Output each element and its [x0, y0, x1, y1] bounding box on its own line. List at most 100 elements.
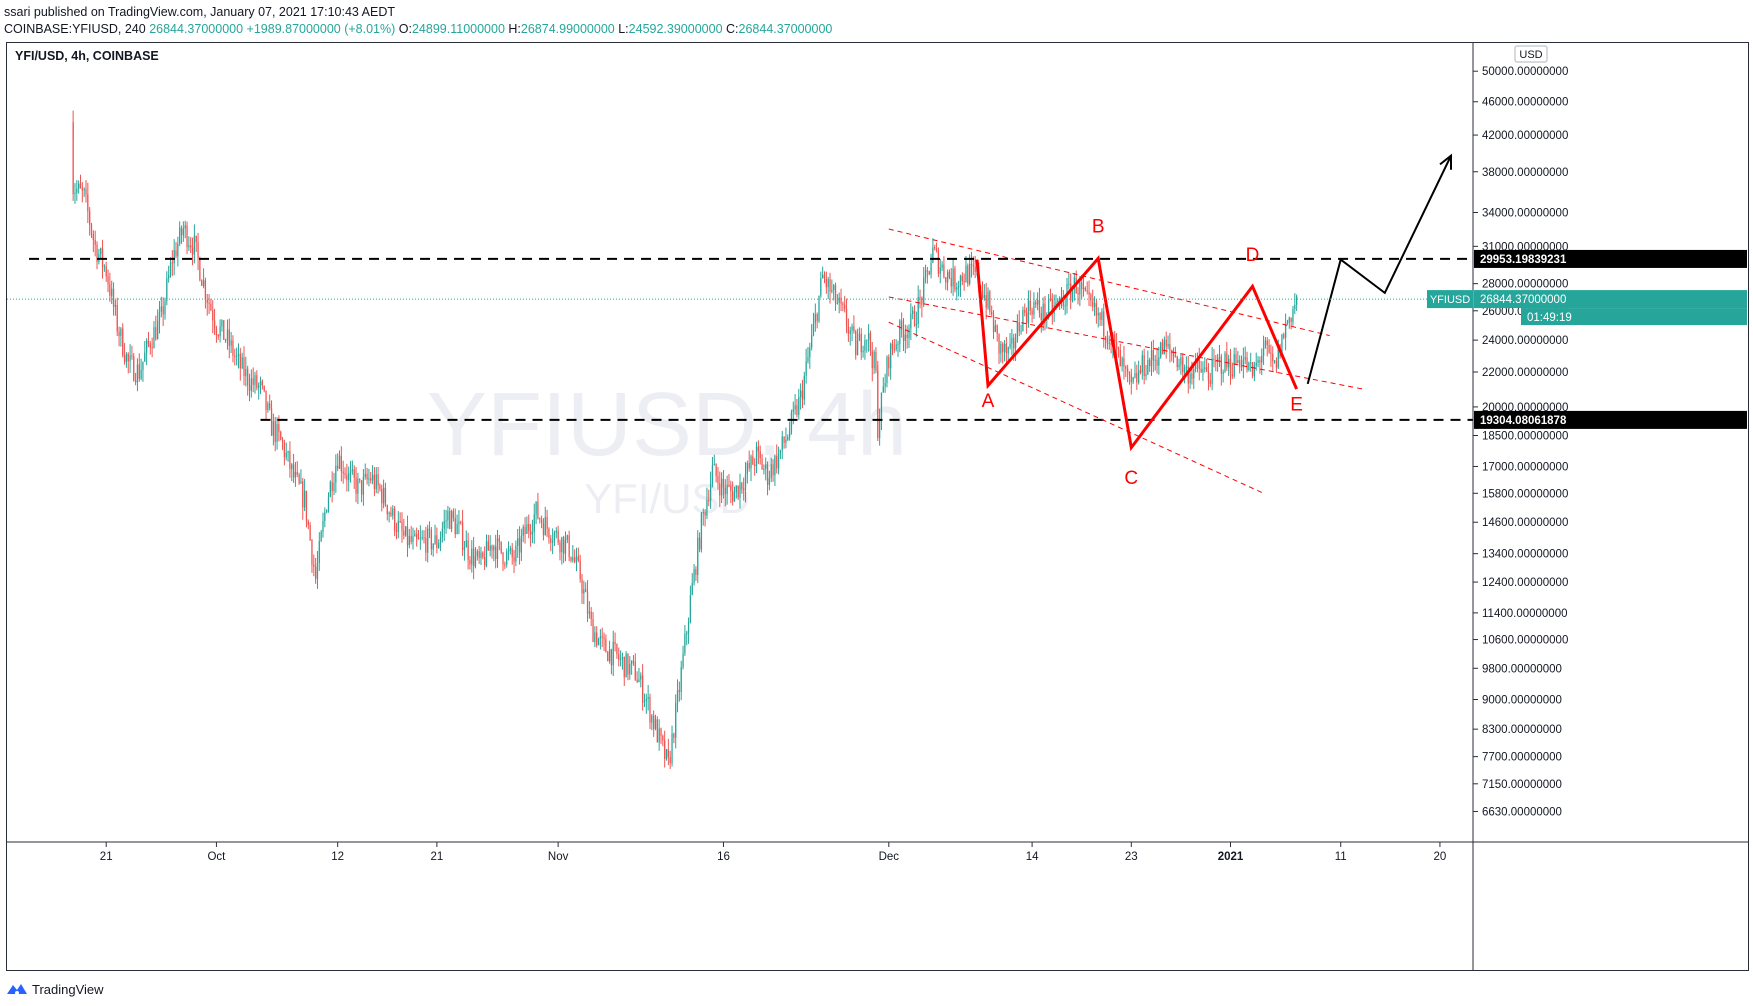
- candle-body: [935, 248, 938, 251]
- price-chart[interactable]: YFIUSD, 4h YFI/USD YFI/USD, 4h, COINBASE…: [7, 43, 1748, 970]
- candle-body: [814, 314, 816, 324]
- candle-body: [1292, 309, 1294, 322]
- candle-body: [1059, 298, 1061, 301]
- ohlc-legend: COINBASE:YFIUSD, 240 26844.37000000 +198…: [4, 22, 832, 36]
- candle-body: [706, 500, 708, 516]
- tradingview-logo[interactable]: TradingView: [6, 978, 104, 1000]
- candle-body: [952, 268, 954, 287]
- candle-body: [460, 521, 462, 523]
- candle-body: [270, 408, 273, 436]
- candle-body: [691, 583, 693, 596]
- candle-body: [575, 556, 578, 562]
- price-axis[interactable]: 50000.00000000 46000.00000000 42000.000000…: [1472, 43, 1568, 970]
- candle-body: [1189, 373, 1191, 384]
- candle-body: [364, 473, 366, 478]
- candle-body: [388, 512, 390, 515]
- candle-body: [461, 522, 464, 550]
- candle-body: [689, 595, 692, 623]
- projection-arrow[interactable]: [1306, 153, 1452, 385]
- candle-body: [76, 188, 78, 193]
- high-value: 26874.99000000: [520, 22, 615, 36]
- candle-body: [790, 412, 793, 432]
- candle-body: [594, 632, 596, 643]
- candle-body: [1119, 349, 1121, 367]
- candle-body: [515, 545, 517, 562]
- channel-line: [888, 228, 1330, 337]
- candle-body: [254, 375, 256, 385]
- candle-body: [621, 656, 624, 659]
- candle-body: [1082, 287, 1085, 290]
- last-price-label: 26844.37000000: [1480, 294, 1566, 306]
- candle-body: [607, 652, 609, 661]
- time-tick-label: 16: [717, 851, 730, 863]
- horizontal-levels[interactable]: [29, 257, 1473, 421]
- candle-body: [803, 375, 805, 400]
- candle-body: [427, 528, 429, 553]
- candle-body: [125, 353, 128, 362]
- candle-body: [406, 526, 409, 546]
- candle-body: [616, 644, 618, 655]
- candle-body: [326, 510, 328, 513]
- channel-lines[interactable]: [888, 228, 1363, 494]
- candle-body: [487, 541, 489, 551]
- candle-body: [359, 478, 361, 481]
- candle-body: [1044, 303, 1046, 320]
- candle-body: [171, 262, 173, 264]
- candle-body: [757, 446, 760, 452]
- candle-body: [785, 439, 787, 443]
- candle-body: [485, 541, 488, 566]
- symbol-tag-box: [1427, 290, 1473, 309]
- candle-body: [851, 326, 853, 331]
- pattern-point-a: A: [982, 391, 995, 412]
- pattern-point-b: B: [1092, 216, 1105, 237]
- candle-body: [382, 487, 385, 504]
- candle-body: [292, 464, 295, 478]
- price-tick-label: 10600.00000000: [1482, 635, 1568, 647]
- price-tick-label: 34000.00000000: [1482, 208, 1568, 220]
- candle-body: [1268, 344, 1270, 353]
- candle-body: [360, 480, 363, 495]
- candle-body: [395, 530, 398, 532]
- candle-body: [346, 474, 348, 481]
- candle-body: [144, 352, 146, 362]
- candle-body: [709, 483, 712, 501]
- symbol-interval: COINBASE:YFIUSD, 240: [4, 22, 146, 36]
- candle-body: [908, 328, 910, 338]
- candle-body: [526, 524, 528, 534]
- candle-body: [269, 403, 271, 409]
- candle-body: [524, 526, 526, 534]
- candle-body: [1139, 370, 1142, 373]
- candle-body: [342, 471, 344, 474]
- pattern-point-e: E: [1290, 395, 1303, 416]
- candle-body: [715, 463, 717, 477]
- time-axis[interactable]: 21 Oct 12 21 Nov 16 Dec 14 23 2021 11 20: [7, 841, 1748, 863]
- candle-body: [877, 372, 879, 438]
- abcde-pattern[interactable]: A B C D E: [975, 216, 1303, 489]
- high-label: H:: [508, 22, 521, 36]
- candle-body: [577, 556, 579, 561]
- candle-body: [212, 310, 214, 321]
- candle-body: [484, 557, 486, 566]
- candle-body: [458, 521, 460, 525]
- candle-body: [164, 300, 166, 315]
- candle-body: [1088, 291, 1090, 295]
- open-label: O:: [398, 22, 412, 36]
- candle-body: [278, 424, 280, 432]
- candle-body: [860, 333, 862, 353]
- candle-body: [199, 258, 201, 281]
- candle-body: [1283, 334, 1285, 338]
- candle-body: [1272, 354, 1274, 362]
- candle-body: [1187, 366, 1189, 384]
- candle-body: [923, 277, 925, 305]
- candle-body: [766, 464, 769, 485]
- chart-frame[interactable]: YFIUSD, 4h YFI/USD YFI/USD, 4h, COINBASE…: [6, 42, 1749, 971]
- candle-body: [366, 473, 368, 480]
- price-tick-label: 7700.00000000: [1482, 752, 1562, 764]
- candle-body: [880, 392, 883, 421]
- candle-body: [812, 323, 815, 336]
- candle-body: [1215, 360, 1217, 363]
- candle-body: [776, 455, 778, 469]
- candle-body: [81, 187, 83, 191]
- candle-body: [945, 277, 947, 283]
- candle-body: [910, 313, 912, 329]
